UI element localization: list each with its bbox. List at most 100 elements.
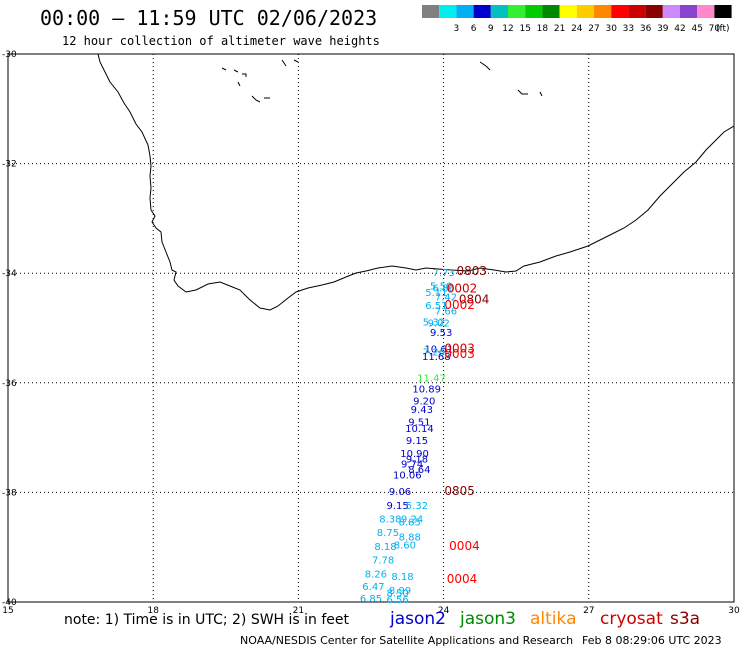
pass-time-label: 0002 bbox=[447, 281, 478, 295]
colorbar-label: 18 bbox=[537, 24, 549, 34]
colorbar-swatch bbox=[645, 5, 663, 18]
colorbar-label: 30 bbox=[605, 24, 617, 34]
colorbar-swatch bbox=[628, 5, 646, 18]
graticule bbox=[8, 54, 734, 602]
colorbar-label: 27 bbox=[588, 24, 599, 34]
lat-tick-label: -30 bbox=[2, 50, 17, 60]
colorbar-swatch bbox=[542, 5, 560, 18]
swh-value-label: 7.42 bbox=[435, 293, 457, 304]
colorbar-label: 42 bbox=[674, 24, 685, 34]
pass-time-label: 0003 bbox=[444, 342, 475, 356]
swh-value-label: 6.47 bbox=[362, 582, 384, 593]
pass-time-label: 0004 bbox=[449, 539, 480, 553]
swh-value-label: 5.11 bbox=[425, 288, 447, 299]
colorbar-label: 39 bbox=[657, 24, 669, 34]
swh-value-label: 7.78 bbox=[372, 556, 394, 567]
satellite-legend-jason3: jason3 bbox=[460, 609, 516, 629]
swh-value-label: 9.24 bbox=[401, 515, 423, 526]
lat-tick-label: -32 bbox=[2, 160, 17, 170]
colorbar-swatch bbox=[714, 5, 732, 18]
swh-value-label: 9.06 bbox=[389, 487, 411, 498]
colorbar-label: 21 bbox=[554, 24, 565, 34]
colorbar-swatch bbox=[422, 5, 440, 18]
colorbar-label: 3 bbox=[454, 24, 460, 34]
swh-value-label: 8.85 bbox=[399, 517, 421, 528]
swh-value-label: 10.14 bbox=[405, 424, 434, 435]
swh-value-label: 6.51 bbox=[425, 301, 447, 312]
island-marks bbox=[221, 59, 543, 103]
colorbar-swatch bbox=[611, 5, 629, 18]
lat-tick-label: -36 bbox=[2, 379, 17, 389]
swh-value-label: 10.61 bbox=[424, 345, 453, 356]
satellite-legend-altika: altika bbox=[530, 609, 577, 629]
footer-credit: NOAA/NESDIS Center for Satellite Applica… bbox=[240, 634, 574, 647]
pass-time-label: 0004 bbox=[447, 572, 478, 586]
swh-value-label: 8.38 bbox=[379, 515, 401, 526]
lon-tick-label: 24 bbox=[438, 606, 450, 616]
lon-tick-label: 18 bbox=[147, 606, 159, 616]
swh-value-label: 9.51 bbox=[408, 418, 430, 429]
colorbar-unit: (ft) bbox=[716, 24, 730, 34]
swh-value-label: 8.60 bbox=[394, 540, 416, 551]
satellite-legend-s3a: s3a bbox=[670, 609, 701, 629]
swh-value-label: 9.02 bbox=[428, 318, 450, 329]
colorbar-swatch bbox=[662, 5, 680, 18]
lon-tick-label: 21 bbox=[293, 606, 304, 616]
lon-tick-label: 30 bbox=[728, 606, 740, 616]
axis-labels: 15 18 21 24 27 30 -30 -32 -34 -36 -38 -40 bbox=[2, 50, 740, 616]
swh-value-label: 10.06 bbox=[393, 471, 422, 482]
pass-time-label: 0804 bbox=[459, 292, 490, 306]
colorbar-swatch bbox=[456, 5, 474, 18]
satellite-legend-jason2: jason2 bbox=[390, 609, 446, 629]
swh-value-label: 9.53 bbox=[430, 328, 452, 339]
lon-tick-label: 27 bbox=[583, 606, 594, 616]
colorbar-swatch bbox=[473, 5, 491, 18]
coastline-south-africa bbox=[97, 53, 735, 311]
footer-note: note: 1) Time is in UTC; 2) SWH is in fe… bbox=[64, 612, 350, 628]
colorbar-label: 45 bbox=[691, 24, 702, 34]
page-subtitle: 12 hour collection of altimeter wave hei… bbox=[62, 34, 380, 48]
colorbar-swatch bbox=[525, 5, 543, 18]
pass-time-label: 0002 bbox=[444, 298, 475, 312]
colorbar-swatch bbox=[508, 5, 526, 18]
colorbar-swatch bbox=[576, 5, 594, 18]
pass-time-label: 0805 bbox=[444, 484, 475, 498]
swh-value-label: 8.50 bbox=[386, 589, 408, 600]
colorbar-label: 15 bbox=[519, 24, 530, 34]
swh-value-label: 11.47 bbox=[417, 374, 446, 385]
colorbar-label: 24 bbox=[571, 24, 583, 34]
colorbar-label: 6 bbox=[471, 24, 477, 34]
swh-value-label: 6.56 bbox=[386, 595, 408, 606]
colorbar-label: 70 bbox=[709, 24, 721, 34]
colorbar-label: 9 bbox=[488, 24, 494, 34]
colorbar-label: 33 bbox=[623, 24, 634, 34]
page-title: 00:00 – 11:59 UTC 02/06/2023 bbox=[40, 6, 378, 30]
swh-value-label: 10.89 bbox=[412, 385, 441, 396]
swh-value-label: 6.80 bbox=[432, 283, 454, 294]
track-value-labels: 7.735.506.805.117.426.517.665.329.029.53… bbox=[360, 264, 490, 606]
swh-value-label: 9.15 bbox=[406, 436, 428, 447]
colorbar-label: 36 bbox=[640, 24, 652, 34]
swh-value-label: 8.26 bbox=[365, 569, 387, 580]
pass-time-label: 0803 bbox=[456, 264, 487, 278]
swh-value-label: 9.18 bbox=[406, 454, 428, 465]
colorbar-swatch bbox=[439, 5, 457, 18]
colorbar-swatch bbox=[697, 5, 715, 18]
swh-value-label: 9.74 bbox=[401, 460, 423, 471]
swh-value-label: 8.88 bbox=[399, 533, 421, 544]
swh-value-label: 7.66 bbox=[435, 306, 457, 317]
colorbar-swatch bbox=[559, 5, 577, 18]
colorbar-swatch bbox=[490, 5, 508, 18]
lat-tick-label: -34 bbox=[2, 269, 17, 279]
colorbar-swatch bbox=[680, 5, 698, 18]
swh-value-label: 5.32 bbox=[423, 317, 445, 328]
swh-value-label: 5.50 bbox=[430, 282, 452, 293]
pass-time-label: 0003 bbox=[444, 347, 475, 361]
swh-value-label: 8.18 bbox=[391, 572, 413, 583]
map-frame bbox=[7, 53, 735, 603]
swh-value-label: 8.18 bbox=[374, 542, 396, 553]
swh-value-label: 11.68 bbox=[422, 352, 451, 363]
swh-value-label: 8.99 bbox=[389, 586, 411, 597]
lat-tick-label: -38 bbox=[2, 488, 17, 498]
